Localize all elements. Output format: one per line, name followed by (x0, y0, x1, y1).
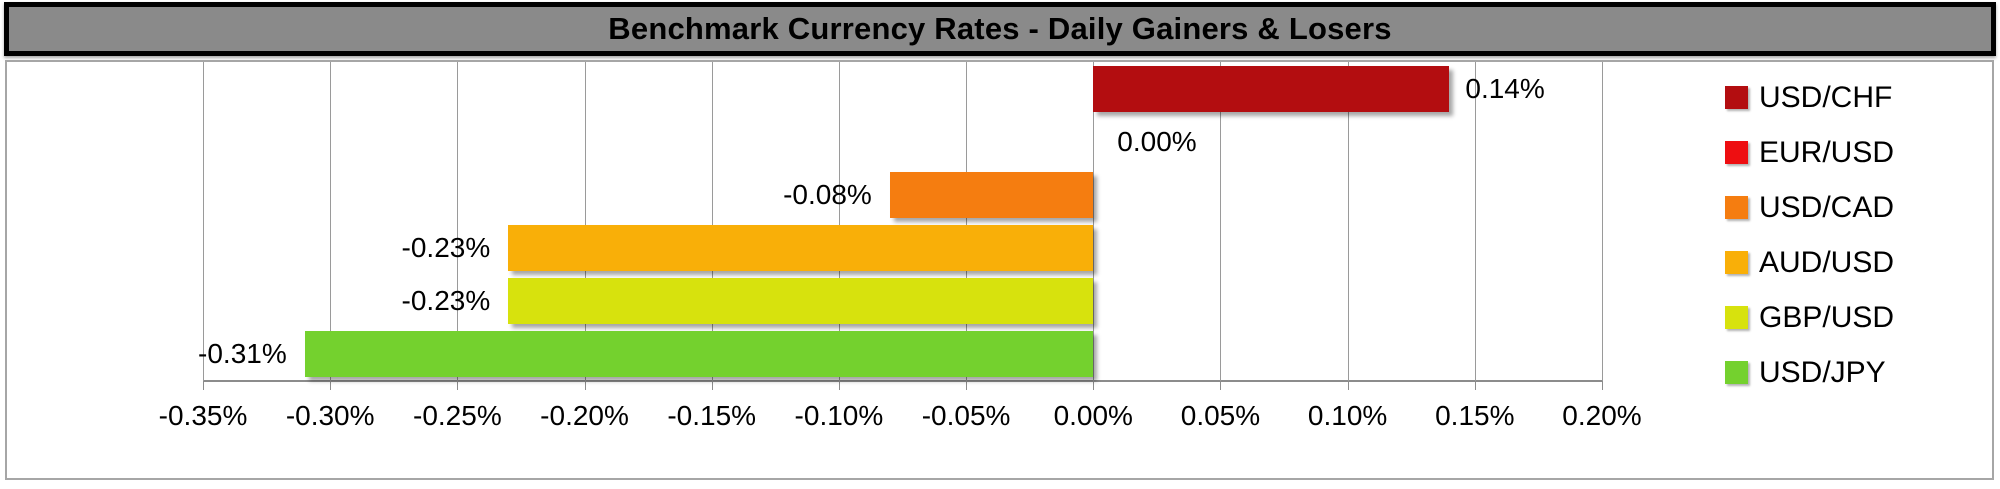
chart-title: Benchmark Currency Rates - Daily Gainers… (608, 11, 1392, 46)
legend-entry-usd-jpy: USD/JPY (1725, 345, 1975, 400)
legend-label: USD/CHF (1759, 80, 1893, 114)
legend-entry-eur-usd: EUR/USD (1725, 125, 1975, 180)
x-tick-label: 0.00% (1053, 400, 1133, 431)
tick-mark-0.00% (1093, 381, 1095, 390)
legend-swatch-icon (1725, 196, 1748, 219)
gridline-0.00% (1093, 62, 1095, 381)
gridline--0.20% (584, 62, 586, 381)
data-label-gbp-usd: -0.23% (401, 285, 491, 317)
gridline--0.15% (711, 62, 713, 381)
tick-mark-0.05% (1220, 381, 1222, 390)
legend-entry-usd-chf: USD/CHF (1725, 70, 1975, 125)
data-label-eur-usd: 0.00% (1117, 125, 1197, 157)
tick-mark-0.15% (1474, 381, 1476, 390)
legend-label: GBP/USD (1759, 300, 1895, 334)
tick-mark-0.10% (1347, 381, 1349, 390)
gridline--0.05% (966, 62, 968, 381)
bar-usd-cad (889, 171, 1094, 218)
bar-aud-usd (508, 225, 1094, 272)
legend-entry-aud-usd: AUD/USD (1725, 235, 1975, 290)
tick-mark-0.20% (1602, 381, 1603, 390)
bar-usd-chf (1093, 65, 1450, 112)
gridline-0.15% (1474, 62, 1476, 381)
x-tick-label: -0.05% (921, 400, 1011, 431)
chart-area: -0.35% -0.30% -0.25% -0.20% -0.15% -0.10% -0.0… (5, 60, 1994, 480)
data-label-usd-chf: 0.14% (1465, 72, 1545, 104)
x-tick-label: -0.35% (158, 400, 248, 431)
x-tick-label: -0.10% (794, 400, 884, 431)
tick-mark--0.20% (584, 381, 586, 390)
gridline--0.30% (330, 62, 332, 381)
tick-mark--0.35% (203, 381, 204, 390)
chart-legend: USD/CHF EUR/USD USD/CAD AUD/USD GBP/USD USD/J… (1725, 70, 1975, 400)
tick-mark--0.30% (330, 381, 332, 390)
legend-swatch-icon (1725, 141, 1748, 164)
legend-swatch-icon (1725, 86, 1748, 109)
tick-mark--0.25% (457, 381, 459, 390)
bar-usd-jpy (304, 331, 1094, 378)
x-tick-label: 0.20% (1562, 400, 1642, 431)
x-tick-label: 0.05% (1180, 400, 1261, 431)
legend-label: USD/JPY (1759, 355, 1886, 389)
legend-entry-usd-cad: USD/CAD (1725, 180, 1975, 235)
x-axis-line (203, 380, 1602, 382)
x-tick-label: 0.10% (1307, 400, 1388, 431)
plot-area: -0.35% -0.30% -0.25% -0.20% -0.15% -0.10% -0.0… (159, 62, 1642, 431)
legend-label: AUD/USD (1759, 245, 1895, 279)
x-tick-label: -0.15% (667, 400, 757, 431)
legend-entry-gbp-usd: GBP/USD (1725, 290, 1975, 345)
gridline-0.05% (1220, 62, 1222, 381)
data-label-usd-jpy: -0.31% (198, 338, 287, 370)
gridline--0.10% (838, 62, 840, 381)
gridline-0.20% (1602, 62, 1603, 381)
x-tick-label: -0.25% (413, 400, 502, 431)
data-label-usd-cad: -0.08% (783, 178, 872, 210)
legend-swatch-icon (1725, 361, 1748, 384)
chart-title-bar: Benchmark Currency Rates - Daily Gainers… (4, 2, 1996, 56)
tick-mark--0.05% (966, 381, 968, 390)
tick-mark--0.10% (838, 381, 840, 390)
legend-label: USD/CAD (1759, 190, 1895, 224)
bar-gbp-usd (508, 278, 1094, 325)
x-tick-label: -0.20% (540, 400, 629, 431)
x-tick-label: -0.30% (285, 400, 375, 431)
gridline-0.10% (1347, 62, 1349, 381)
legend-swatch-icon (1725, 306, 1748, 329)
x-tick-label: 0.15% (1435, 400, 1515, 431)
legend-label: EUR/USD (1759, 135, 1895, 169)
gridline--0.35% (203, 62, 204, 381)
legend-swatch-icon (1725, 251, 1748, 274)
data-label-aud-usd: -0.23% (401, 232, 491, 264)
gridline--0.25% (457, 62, 459, 381)
tick-mark--0.15% (711, 381, 713, 390)
